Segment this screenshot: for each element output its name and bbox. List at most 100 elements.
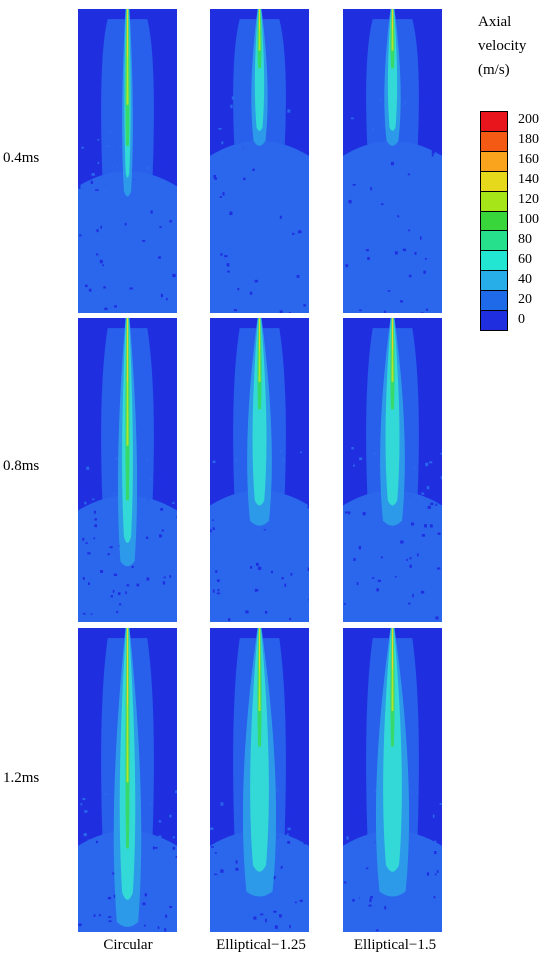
speckle (270, 903, 272, 906)
contour-plot (210, 318, 309, 622)
speckle (270, 570, 274, 574)
legend-title-line-3: (m/s) (478, 62, 510, 78)
speckle (216, 579, 220, 582)
speckle (81, 146, 84, 149)
speckle (424, 852, 428, 857)
speckle (363, 573, 366, 576)
speckle (90, 613, 93, 616)
speckle (408, 602, 411, 605)
speckle (218, 128, 222, 130)
speckle (160, 507, 164, 511)
jet-mid-region (385, 318, 400, 506)
speckle (439, 907, 442, 910)
speckle (281, 577, 284, 580)
speckle (344, 511, 349, 514)
ambient-region (343, 490, 442, 622)
legend-tick-label: 180 (518, 132, 539, 147)
speckle (116, 610, 119, 614)
speckle (401, 583, 404, 586)
speckle (239, 537, 242, 540)
legend-swatch (481, 112, 507, 132)
jet-mid-region (387, 9, 398, 131)
speckle (440, 452, 442, 455)
speckle (100, 207, 103, 210)
speckle (384, 183, 389, 186)
speckle (407, 165, 410, 170)
speckle (220, 241, 224, 244)
speckle (212, 589, 215, 593)
speckle (223, 489, 227, 493)
speckle (416, 553, 419, 557)
speckle (376, 880, 379, 884)
speckle (231, 171, 235, 176)
speckle (279, 215, 282, 219)
speckle (272, 875, 276, 880)
speckle (400, 540, 404, 544)
speckle (126, 584, 130, 587)
legend-swatch (481, 291, 507, 312)
speckle (421, 534, 426, 537)
speckle (221, 167, 225, 171)
speckle (426, 486, 430, 490)
speckle (102, 264, 105, 267)
speckle (364, 601, 366, 605)
velocity-contour-panel (343, 628, 442, 932)
speckle (96, 229, 99, 233)
speckle (231, 227, 235, 231)
speckle (245, 610, 249, 614)
speckle (110, 217, 114, 220)
speckle (172, 846, 176, 850)
legend-tick-label: 0 (518, 312, 525, 327)
speckle (155, 539, 158, 542)
contour-plot (210, 628, 309, 932)
speckle (414, 582, 418, 584)
speckle (287, 827, 291, 831)
speckle (296, 164, 300, 168)
speckle (237, 287, 240, 291)
speckle (256, 181, 259, 185)
speckle (224, 930, 229, 932)
speckle (212, 460, 216, 464)
speckle (351, 827, 355, 831)
speckle (408, 274, 412, 278)
speckle (305, 253, 309, 257)
speckle (144, 893, 148, 897)
speckle (287, 840, 291, 844)
speckle (232, 540, 237, 542)
speckle (367, 299, 371, 303)
speckle (429, 524, 433, 528)
legend-tick-label: 20 (518, 292, 532, 307)
jet-tip (391, 9, 394, 30)
speckle (424, 189, 428, 192)
speckle (155, 274, 157, 277)
speckle (145, 866, 149, 869)
jet-mid-region (254, 9, 265, 131)
speckle (356, 856, 360, 859)
speckle (345, 264, 349, 268)
speckle (148, 568, 152, 572)
legend-tick-label: 40 (518, 272, 532, 287)
speckle (399, 169, 402, 172)
speckle (87, 839, 90, 843)
speckle (422, 464, 426, 469)
speckle (343, 473, 347, 477)
speckle (299, 899, 303, 902)
velocity-contour-panel (343, 9, 442, 313)
speckle (292, 309, 295, 313)
speckle (172, 502, 175, 504)
speckle (81, 827, 83, 830)
speckle (431, 154, 434, 157)
speckle (387, 290, 391, 292)
speckle (273, 910, 277, 913)
speckle (141, 582, 145, 585)
speckle (143, 569, 147, 572)
legend-title-line-1: Axial (478, 14, 512, 30)
speckle (440, 834, 442, 838)
speckle (366, 867, 369, 870)
speckle (161, 529, 164, 532)
speckle (427, 505, 431, 509)
speckle (410, 522, 415, 526)
speckle (165, 914, 168, 918)
speckle (437, 567, 441, 570)
jet-tip (126, 318, 129, 382)
